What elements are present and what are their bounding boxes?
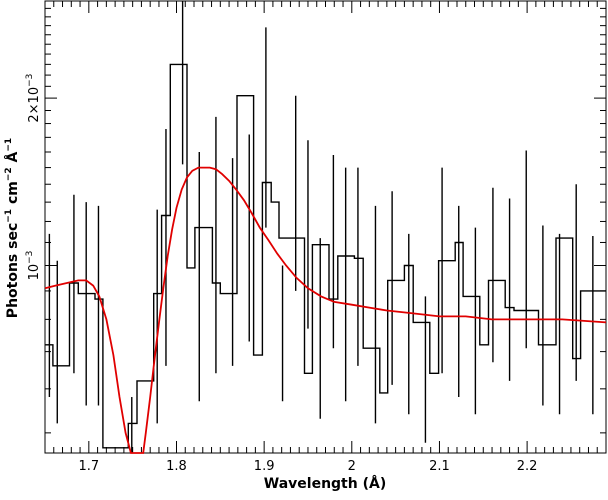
error-bars <box>48 1 594 453</box>
model-curve <box>44 166 607 454</box>
x-tick-label: 1.7 <box>78 459 99 474</box>
plot-frame <box>44 0 607 454</box>
y-tick-label: 2×10−3 <box>25 74 42 123</box>
y-tick-label: 10−3 <box>25 251 42 281</box>
y-title-exp: −1 <box>4 138 14 152</box>
x-tick-label: 1.8 <box>166 459 187 474</box>
y-axis-title: Photons sec−1 cm−2 Å−1 <box>4 138 21 318</box>
y-title-part: Å <box>4 151 21 167</box>
x-tick-label: 2 <box>348 459 356 474</box>
y-title-part: Photons sec <box>5 223 21 318</box>
x-tick-label: 1.9 <box>254 459 275 474</box>
x-axis: 1.7 1.8 1.9 2 2.1 2.2 <box>44 1 607 474</box>
data-histogram <box>45 63 606 449</box>
x-axis-title: Wavelength (Å) <box>264 475 386 492</box>
x-tick-label: 2.2 <box>517 459 538 474</box>
y-title-exp: −2 <box>4 167 14 181</box>
y-axis: 10−3 2×10−3 <box>25 7 606 434</box>
y-title-part: cm <box>5 181 21 209</box>
x-tick-label: 2.1 <box>429 459 450 474</box>
y-title-exp: −1 <box>4 209 14 223</box>
